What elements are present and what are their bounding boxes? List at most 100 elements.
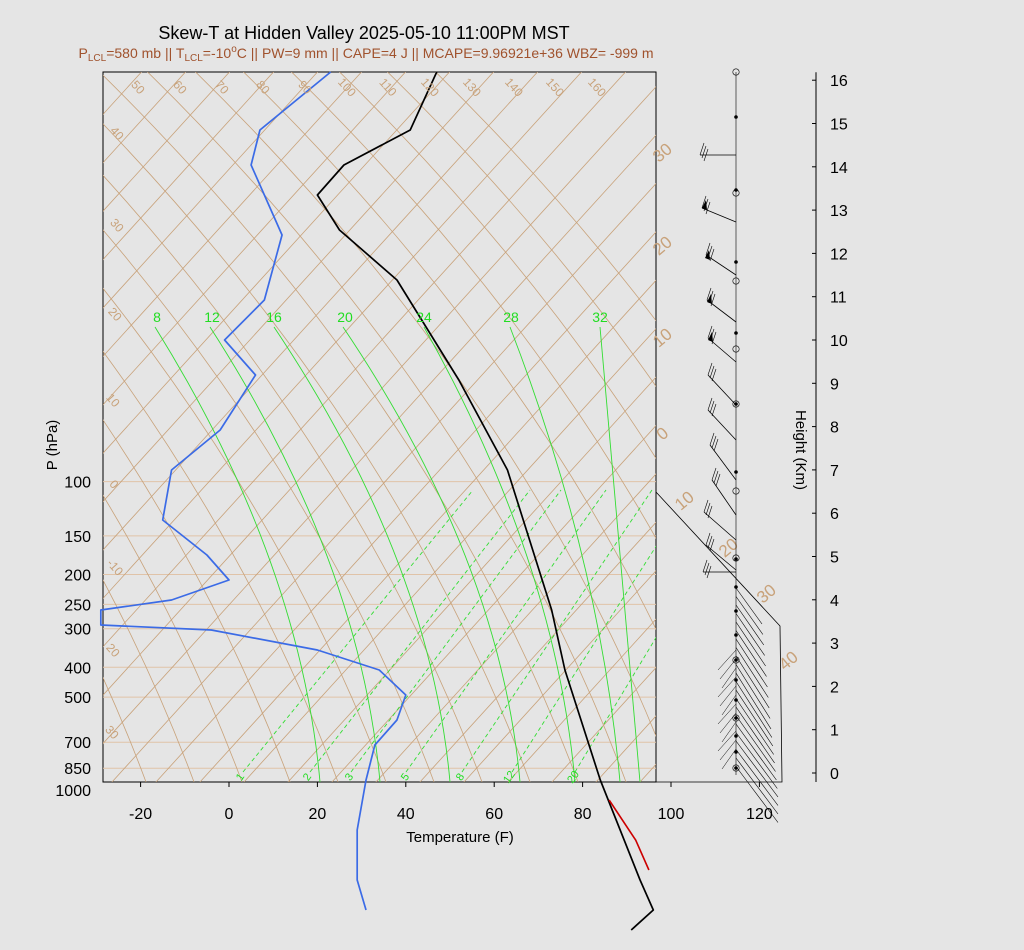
- y-tick-label: 700: [64, 735, 91, 752]
- wind-level-dot: [734, 658, 738, 662]
- wind-barb-low-feather: [721, 694, 737, 716]
- isotherm-line: [243, 328, 656, 782]
- moist-adiabat-label: 20: [337, 309, 353, 325]
- wind-level-dot: [734, 678, 738, 682]
- y-tick-label: 200: [64, 567, 91, 584]
- dry-adiabat-line: [103, 350, 339, 782]
- wind-barb-low-feather: [719, 658, 737, 680]
- dry-adiabat-line: [103, 123, 531, 782]
- moist-adiabat-28: [509, 326, 621, 782]
- isotherm-top-label: 50: [128, 78, 148, 98]
- isotherm-top-label: 160: [585, 75, 609, 99]
- isotherm-top-label: 80: [253, 78, 273, 98]
- wind-barb-feather: [707, 325, 713, 339]
- wind-barb-feather: [705, 502, 711, 516]
- wind-barb-feather: [701, 195, 707, 209]
- height-tick-label: 8: [830, 420, 839, 437]
- mixing-ratio-3: [350, 489, 562, 773]
- dry-adiabat-line: [194, 72, 656, 738]
- wind-barb-feather: [707, 505, 713, 519]
- dewpoint-profile: [99, 71, 407, 911]
- moist-adiabat-label: 24: [416, 309, 432, 325]
- isotherm-line: [103, 72, 318, 309]
- dry-adiabat-line: [146, 72, 627, 782]
- wind-barb-low-feather: [717, 676, 737, 698]
- wind-barb-feather: [699, 142, 705, 156]
- wind-level-dot: [734, 557, 738, 561]
- wind-barb-feather: [711, 435, 717, 449]
- wind-barb-feather: [711, 331, 717, 345]
- dry-adiabat-line: [242, 72, 656, 630]
- wind-level-dot: [734, 766, 738, 770]
- y-tick-label: 850: [64, 761, 91, 778]
- wind-level-ring: [732, 656, 740, 664]
- wind-barb-feather: [707, 535, 713, 549]
- height-tick-label: 11: [830, 290, 847, 307]
- isotherm-right-label: 10: [649, 324, 676, 351]
- wind-barb-feather: [715, 473, 721, 487]
- wind-barb-feather: [709, 248, 715, 262]
- wind-barb-low: [735, 647, 769, 698]
- wind-barb-feather: [702, 559, 708, 573]
- isotherm-line: [375, 473, 656, 782]
- wind-level-dot: [734, 633, 738, 637]
- y-tick-label: 400: [64, 660, 91, 677]
- mixing-ratio-label: 8: [454, 771, 467, 783]
- height-axis-label: Height (Km): [792, 410, 809, 490]
- parcel-profile: [608, 799, 650, 871]
- wind-barb-low: [735, 715, 776, 772]
- dry-adiabat-line: [290, 72, 656, 540]
- isotherm-line: [419, 521, 656, 782]
- wind-barb-feather: [705, 532, 711, 546]
- wind-barb-low: [735, 723, 777, 781]
- isotherm-left-label: 10: [103, 391, 123, 411]
- dry-adiabat-line: [103, 174, 483, 782]
- isotherm-right-label: 30: [649, 139, 676, 166]
- isotherm-line: [199, 279, 656, 782]
- y-tick-label: 250: [64, 597, 91, 614]
- isotherm-line: [0, 0, 44, 782]
- isotherm-top-label: 130: [460, 75, 484, 99]
- moist-adiabat-24: [423, 326, 576, 782]
- wind-level-dot: [734, 698, 738, 702]
- wind-barb-feather: [706, 565, 712, 579]
- wind-level-dot: [734, 609, 738, 613]
- wind-level-dot: [734, 470, 738, 474]
- wind-barb-low: [735, 698, 774, 755]
- height-tick-label: 2: [830, 679, 839, 696]
- isotherm-line: [155, 231, 656, 782]
- isotherm-right-label: 40: [775, 647, 802, 674]
- dry-adiabat-line: [103, 419, 291, 782]
- wind-barb-low: [735, 630, 767, 677]
- wind-barb-flag: [707, 294, 712, 304]
- mixing-ratio-20: [574, 636, 656, 773]
- moist-adiabat-label: 28: [503, 309, 519, 325]
- wind-barb-low: [735, 757, 779, 815]
- isotherm-line: [103, 72, 582, 599]
- plot-frame: [102, 71, 783, 783]
- wind-barb-low-feather: [719, 712, 737, 734]
- wind-barb-low: [735, 749, 779, 806]
- mixing-ratio-label: 20: [565, 769, 582, 786]
- height-tick-label: 5: [830, 550, 839, 567]
- chart-subtitle: PLCL=580 mb || TLCL=-10oC || PW=9 mm || …: [79, 44, 654, 64]
- moist-adiabat-12: [209, 326, 381, 782]
- wind-level-ring: [732, 189, 740, 197]
- wind-barb: [703, 511, 737, 541]
- mixing-ratio-5: [405, 489, 607, 773]
- dry-adiabat-line: [103, 74, 579, 782]
- wind-barb: [705, 544, 737, 571]
- x-tick-label: 60: [485, 806, 503, 823]
- moist-adiabat-20: [342, 326, 521, 782]
- wind-barb-low: [735, 587, 763, 625]
- wind-barb-feather: [713, 438, 719, 452]
- wind-barb-feather: [703, 148, 709, 162]
- wind-barb: [707, 409, 737, 441]
- wind-barb-flag: [705, 250, 710, 260]
- moist-adiabat-lines: [154, 326, 641, 782]
- wind-barb-low-feather: [717, 730, 737, 752]
- isotherm-line: [463, 570, 656, 782]
- wind-barb-feather: [713, 470, 719, 484]
- isotherm-line: [103, 72, 494, 503]
